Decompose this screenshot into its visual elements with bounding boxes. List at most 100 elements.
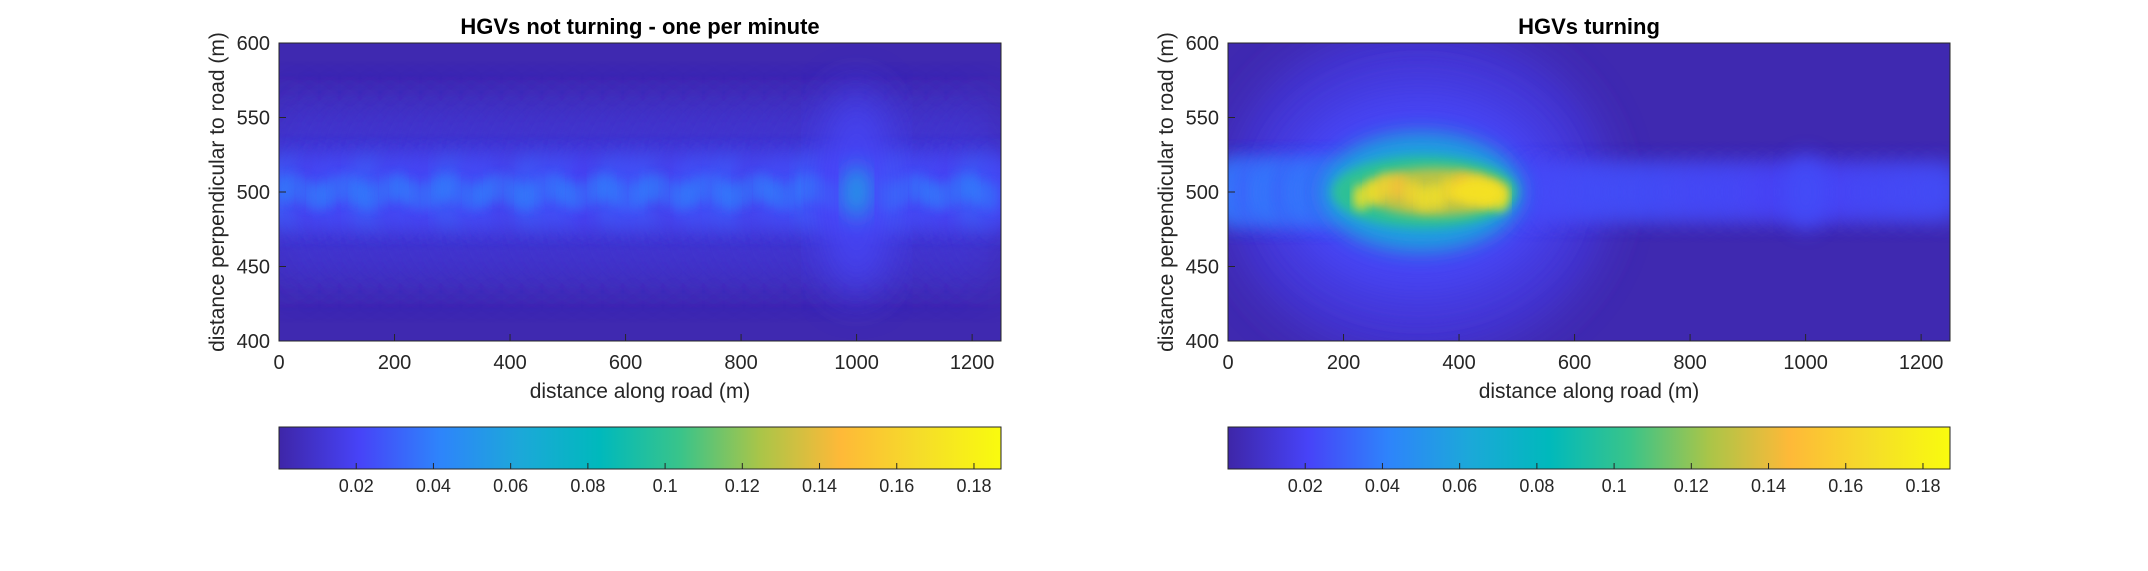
x-tick-label: 1200 [950, 352, 995, 374]
x-tick-label: 800 [1673, 352, 1706, 374]
intensity-blob [1378, 173, 1395, 201]
x-tick-label: 0 [1222, 352, 1233, 374]
x-tick-label: 200 [378, 352, 411, 374]
intensity-blob [1390, 173, 1408, 201]
intensity-blob [766, 178, 781, 208]
x-axis-label: distance along road (m) [530, 380, 751, 403]
x-tick-label: 1000 [834, 352, 879, 374]
colorbar-tick-label: 0.18 [1905, 476, 1940, 496]
intensity-blob [298, 177, 313, 208]
colorbar-ticks: 0.02 0.04 0.06 0.08 0.1 0.12 0.14 0.16 0.18 [1288, 463, 1940, 496]
colorbar-tick-label: 0.14 [802, 476, 837, 496]
intensity-blob [776, 181, 791, 212]
colorbar-tick-label: 0.14 [1751, 476, 1786, 496]
intensity-blob [340, 172, 355, 203]
intensity-blob [548, 173, 563, 203]
intensity-blob [279, 174, 292, 205]
intensity-blob [423, 179, 438, 210]
y-axis-label: distance perpendicular to road (m) [1155, 32, 1178, 352]
intensity-blob [745, 173, 760, 204]
intensity-blob [433, 174, 448, 204]
intensity-blob [974, 178, 989, 209]
intensity-blob [1416, 184, 1433, 212]
intensity-blob [964, 173, 978, 204]
intensity-blob [714, 178, 729, 208]
intensity-blob [683, 178, 698, 209]
intensity-blob [922, 178, 937, 209]
intensity-blob [932, 181, 947, 212]
intensity-blob [537, 173, 552, 204]
intensity-blob [319, 179, 334, 210]
intensity-blob [1782, 154, 1829, 230]
intensity-blob [787, 178, 802, 209]
x-tick-label: 600 [1558, 352, 1591, 374]
heatmap-area [1228, 43, 1950, 341]
intensity-blob [797, 173, 812, 204]
intensity-blob [496, 173, 511, 203]
intensity-blob [600, 173, 615, 203]
colorbar-tick-label: 0.08 [1519, 476, 1554, 496]
x-tick-label: 0 [273, 352, 284, 374]
panel-left: HGVs not turning - one per minute 0 200 40… [206, 14, 1002, 496]
intensity-blob [1352, 183, 1369, 211]
intensity-blob [662, 177, 677, 208]
intensity-blob [361, 181, 375, 212]
chart-title: HGVs turning [1518, 14, 1660, 39]
intensity-blob [756, 173, 770, 204]
intensity-blob [610, 177, 625, 208]
intensity-blob [329, 174, 344, 204]
colorbar-tick-label: 0.12 [1674, 476, 1709, 496]
colorbar-tick-label: 0.04 [416, 476, 451, 496]
colorbar-tick-label: 0.08 [570, 476, 605, 496]
y-tick-label: 400 [1186, 331, 1219, 353]
intensity-blob [454, 177, 469, 208]
intensity-blob [724, 181, 739, 212]
y-axis: 400 450 500 550 600 [237, 33, 286, 353]
colorbar-tick-label: 0.16 [1828, 476, 1863, 496]
intensity-blob [891, 178, 906, 209]
intensity-blob [984, 181, 999, 212]
intensity-blob [558, 177, 573, 208]
y-tick-label: 550 [1186, 108, 1219, 130]
colorbar-tick-label: 0.18 [956, 476, 991, 496]
intensity-blob [652, 173, 666, 203]
colorbar-tick-label: 0.02 [1288, 476, 1323, 496]
intensity-blob [1429, 182, 1446, 210]
heatmap-intensity [279, 87, 1001, 297]
intensity-blob [953, 173, 968, 204]
intensity-blob [527, 179, 542, 209]
intensity-blob [288, 172, 303, 203]
y-tick-label: 600 [237, 33, 270, 55]
intensity-blob [371, 179, 386, 210]
x-tick-label: 1000 [1783, 352, 1828, 374]
x-tick-label: 400 [493, 352, 526, 374]
x-tick-label: 1200 [1899, 352, 1944, 374]
x-axis-label: distance along road (m) [1479, 380, 1700, 403]
y-axis-label: distance perpendicular to road (m) [206, 32, 229, 352]
intensity-blob [568, 181, 583, 212]
x-axis: 0 200 400 600 800 1000 1200 [1222, 334, 1943, 374]
intensity-blob [943, 178, 958, 209]
colorbar-tick-label: 0.02 [339, 476, 374, 496]
colorbar-tick-label: 0.1 [653, 476, 678, 496]
y-axis: 400 450 500 550 600 [1186, 33, 1235, 353]
intensity-blob [672, 181, 687, 212]
intensity-blob [1450, 178, 1503, 206]
intensity-blob [516, 181, 531, 212]
colorbar-ticks: 0.02 0.04 0.06 0.08 0.1 0.12 0.14 0.16 0.18 [339, 463, 991, 496]
panel-right: HGVs turning 0 200 400 600 800 1000 1200 400 45… [1155, 14, 1951, 496]
intensity-blob [475, 179, 490, 210]
colorbar [278, 426, 1002, 470]
intensity-blob [350, 177, 365, 208]
colorbar-tick-label: 0.16 [879, 476, 914, 496]
intensity-blob [485, 173, 500, 204]
intensity-blob [1403, 179, 1420, 207]
y-tick-label: 550 [237, 108, 270, 130]
heatmap-intensity [1228, 43, 1950, 341]
intensity-blob [506, 177, 521, 208]
colorbar-tick-label: 0.12 [725, 476, 760, 496]
intensity-blob [901, 173, 916, 204]
intensity-blob [464, 181, 479, 212]
colorbar-tick-label: 0.04 [1365, 476, 1400, 496]
